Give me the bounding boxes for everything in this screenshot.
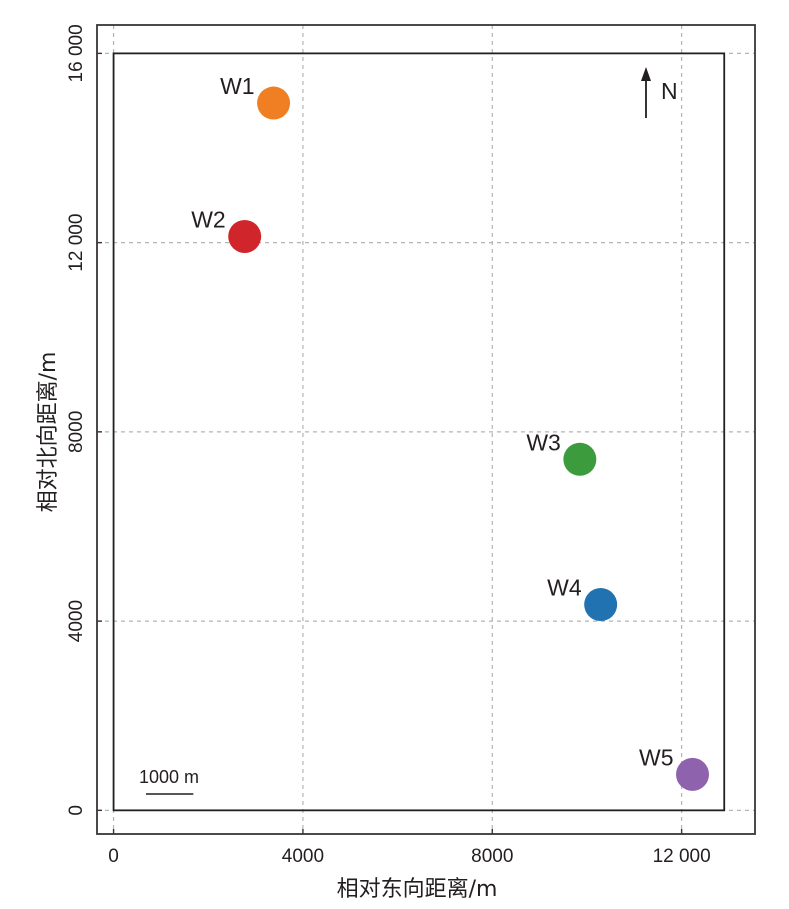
well-marker <box>228 219 262 253</box>
north-label: N <box>661 78 678 104</box>
y-tick-label: 0 <box>66 805 87 816</box>
well-point-w2: W2 <box>191 206 262 253</box>
x-tick-label: 12 000 <box>653 846 711 867</box>
well-points: W1 W2 W3 W4 W5 <box>191 73 710 791</box>
well-point-w4: W4 <box>547 575 618 622</box>
y-tick-label: 12 000 <box>66 214 87 272</box>
grid-lines <box>97 25 755 834</box>
axis-ticks <box>97 52 683 834</box>
well-label: W1 <box>220 73 255 99</box>
x-axis-title: 相对东向距离/m <box>337 877 498 902</box>
well-point-w1: W1 <box>220 73 291 120</box>
well-label: W5 <box>639 744 674 770</box>
plot-frame <box>96 24 756 835</box>
well-marker <box>563 442 597 476</box>
north-arrow: N <box>641 67 678 118</box>
well-label: W2 <box>191 206 226 232</box>
well-marker <box>257 86 291 120</box>
well-point-w5: W5 <box>639 744 710 791</box>
y-tick-label: 8000 <box>66 411 87 453</box>
well-marker <box>584 588 618 622</box>
scale-bar-label: 1000 m <box>139 767 199 787</box>
y-tick-label: 4000 <box>66 600 87 642</box>
well-label: W4 <box>547 575 582 601</box>
x-tick-label: 4000 <box>282 846 324 867</box>
north-arrow-head-icon <box>641 67 651 81</box>
well-label: W3 <box>526 429 561 455</box>
scale-bar: 1000 m <box>139 767 199 795</box>
x-tick-labels: 0 4000 8000 12 000 <box>108 846 710 867</box>
well-marker <box>676 757 710 791</box>
boundary-rectangle <box>112 52 726 812</box>
y-tick-label: 16 000 <box>66 24 87 82</box>
y-tick-labels: 0 4000 8000 12 000 16 000 <box>66 24 87 815</box>
y-axis-title: 相对北向距离/m <box>36 352 61 513</box>
x-tick-label: 0 <box>108 846 119 867</box>
well-point-w3: W3 <box>526 429 597 476</box>
x-tick-label: 8000 <box>471 846 513 867</box>
